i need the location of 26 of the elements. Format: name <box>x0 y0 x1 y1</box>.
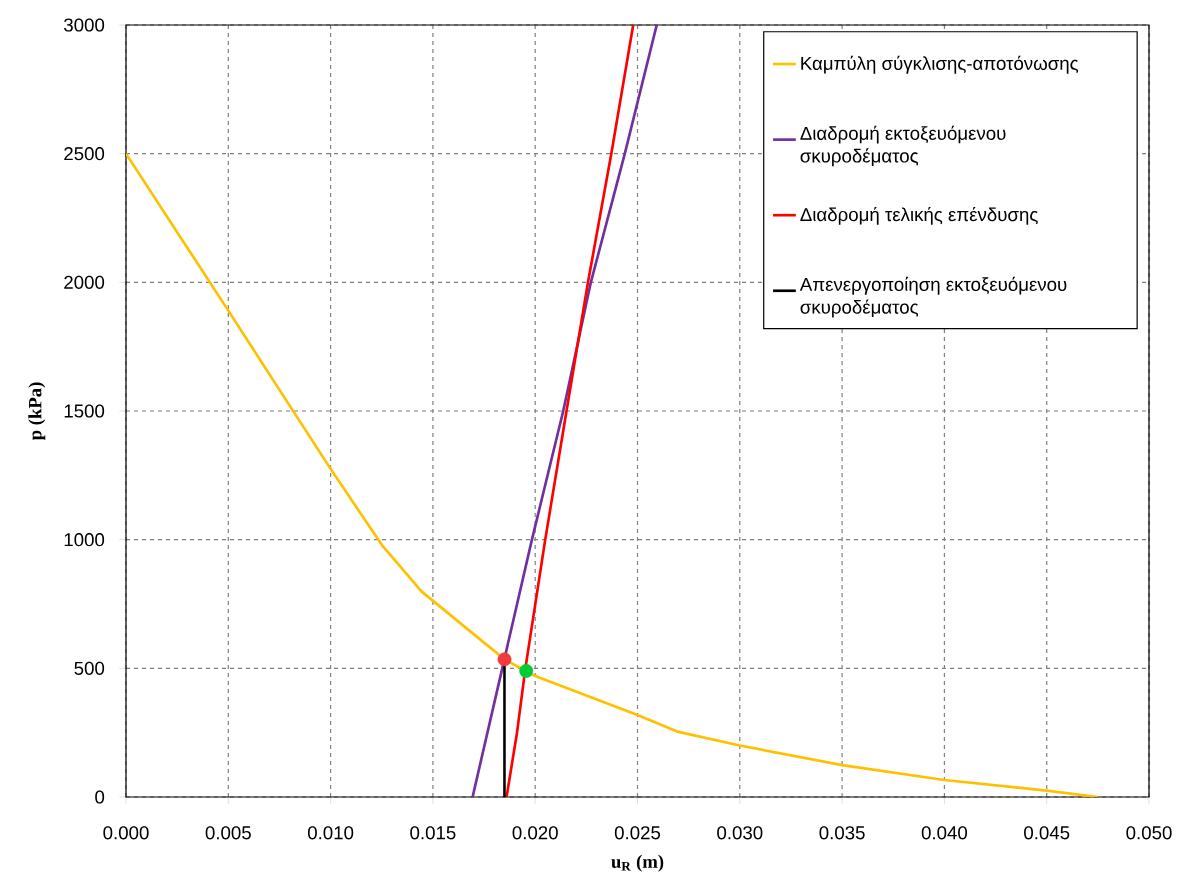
x-tick-label: 0.045 <box>1024 826 1070 840</box>
x-axis-title: u$_{R}$ (m) <box>611 854 664 872</box>
y-tick-label: 2500 <box>64 147 105 161</box>
legend-label: Διαδρομή εκτοξευόμενου σκυροδέματος <box>800 125 1006 167</box>
y-tick-label: 500 <box>74 661 105 675</box>
x-tick-label: 0.040 <box>921 826 968 840</box>
x-tick-label: 0.010 <box>307 826 354 840</box>
x-tick-label: 0.050 <box>1126 826 1172 840</box>
y-tick-label: 0 <box>95 790 105 804</box>
legend-label: Διαδρομή τελικής επένδυσης <box>800 206 1038 225</box>
line-series <box>505 25 635 797</box>
line-series <box>471 25 659 797</box>
x-tick-label: 0.015 <box>410 826 456 840</box>
x-tick-label: 0.005 <box>205 826 251 840</box>
legend-label: Απενεργοποίηση εκτοξευόμενου σκυροδέματος <box>799 276 1067 318</box>
x-tick-label: 0.020 <box>512 826 558 840</box>
legend-label: Καμπύλη σύγκλισης-αποτόνωσης <box>801 55 1079 74</box>
y-tick-label: 2000 <box>64 275 105 289</box>
x-tick-label: 0.035 <box>819 826 865 840</box>
x-tick-label: 0.000 <box>103 826 149 840</box>
x-tick-label: 0.025 <box>614 826 661 840</box>
y-tick-label: 1500 <box>64 404 105 418</box>
x-tick-label: 0.030 <box>717 826 763 840</box>
y-tick-label: 1000 <box>64 533 105 547</box>
y-tick-label: 3000 <box>64 18 105 32</box>
y-axis-title: p (kPa) <box>28 382 46 441</box>
